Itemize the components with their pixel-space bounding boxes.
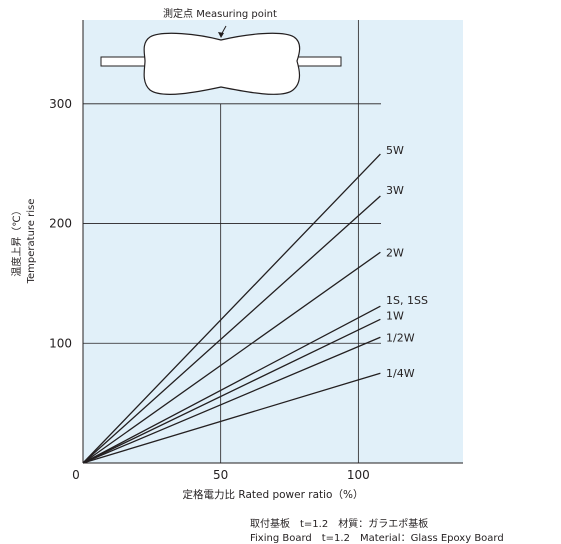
- series-line-1: [82, 195, 381, 464]
- series-label-5: 1/2W: [386, 331, 415, 344]
- series-line-2: [82, 251, 381, 464]
- series-label-0: 5W: [386, 144, 404, 157]
- series-line-3: [82, 305, 381, 464]
- series-label-6: 1/4W: [386, 367, 415, 380]
- resistor-lead-right: [296, 56, 342, 67]
- x-tick-label-0: 0: [72, 468, 80, 482]
- fixing-board-note-en: Fixing Board t=1.2 Material：Glass Epoxy …: [250, 533, 504, 544]
- series-lines: [82, 153, 381, 464]
- x-axis-label: 定格電力比 Rated power ratio（%）: [183, 488, 364, 501]
- tick-labels: 0 50 100 100 200 300: [49, 97, 370, 482]
- fixing-board-note-jp: 取付基板 t=1.2 材質：ガラエポ基板: [250, 519, 429, 530]
- series-line-6: [82, 372, 381, 464]
- measuring-point-arrowhead: [218, 32, 224, 38]
- y-tick-label-100: 100: [49, 336, 72, 350]
- y-tick-label-300: 300: [49, 97, 72, 111]
- y-axis-label-group: 温度上昇（℃） Temperature rise: [10, 199, 37, 285]
- y-axis-label: 温度上昇（℃）: [10, 205, 23, 276]
- resistor-lead-left: [100, 56, 146, 67]
- series-line-0: [82, 153, 381, 464]
- y-tick-label-200: 200: [49, 217, 72, 231]
- series-label-2: 2W: [386, 246, 404, 259]
- measuring-point-label: 測定点 Measuring point: [163, 7, 277, 20]
- series-line-4: [82, 318, 381, 464]
- series-label-3: 1S, 1SS: [386, 294, 428, 307]
- series-labels: 5W 3W 2W 1S, 1SS 1W 1/2W 1/4W: [386, 144, 428, 380]
- series-label-1: 3W: [386, 184, 404, 197]
- x-tick-label-50: 50: [213, 468, 228, 482]
- x-tick-label-100: 100: [347, 468, 370, 482]
- series-line-5: [82, 336, 381, 464]
- axes: [82, 20, 463, 464]
- measuring-point-inset: 測定点 Measuring point: [100, 7, 342, 95]
- y-axis-label-en: Temperature rise: [26, 199, 37, 285]
- series-label-4: 1W: [386, 309, 404, 322]
- resistor-body-outline: [143, 32, 301, 95]
